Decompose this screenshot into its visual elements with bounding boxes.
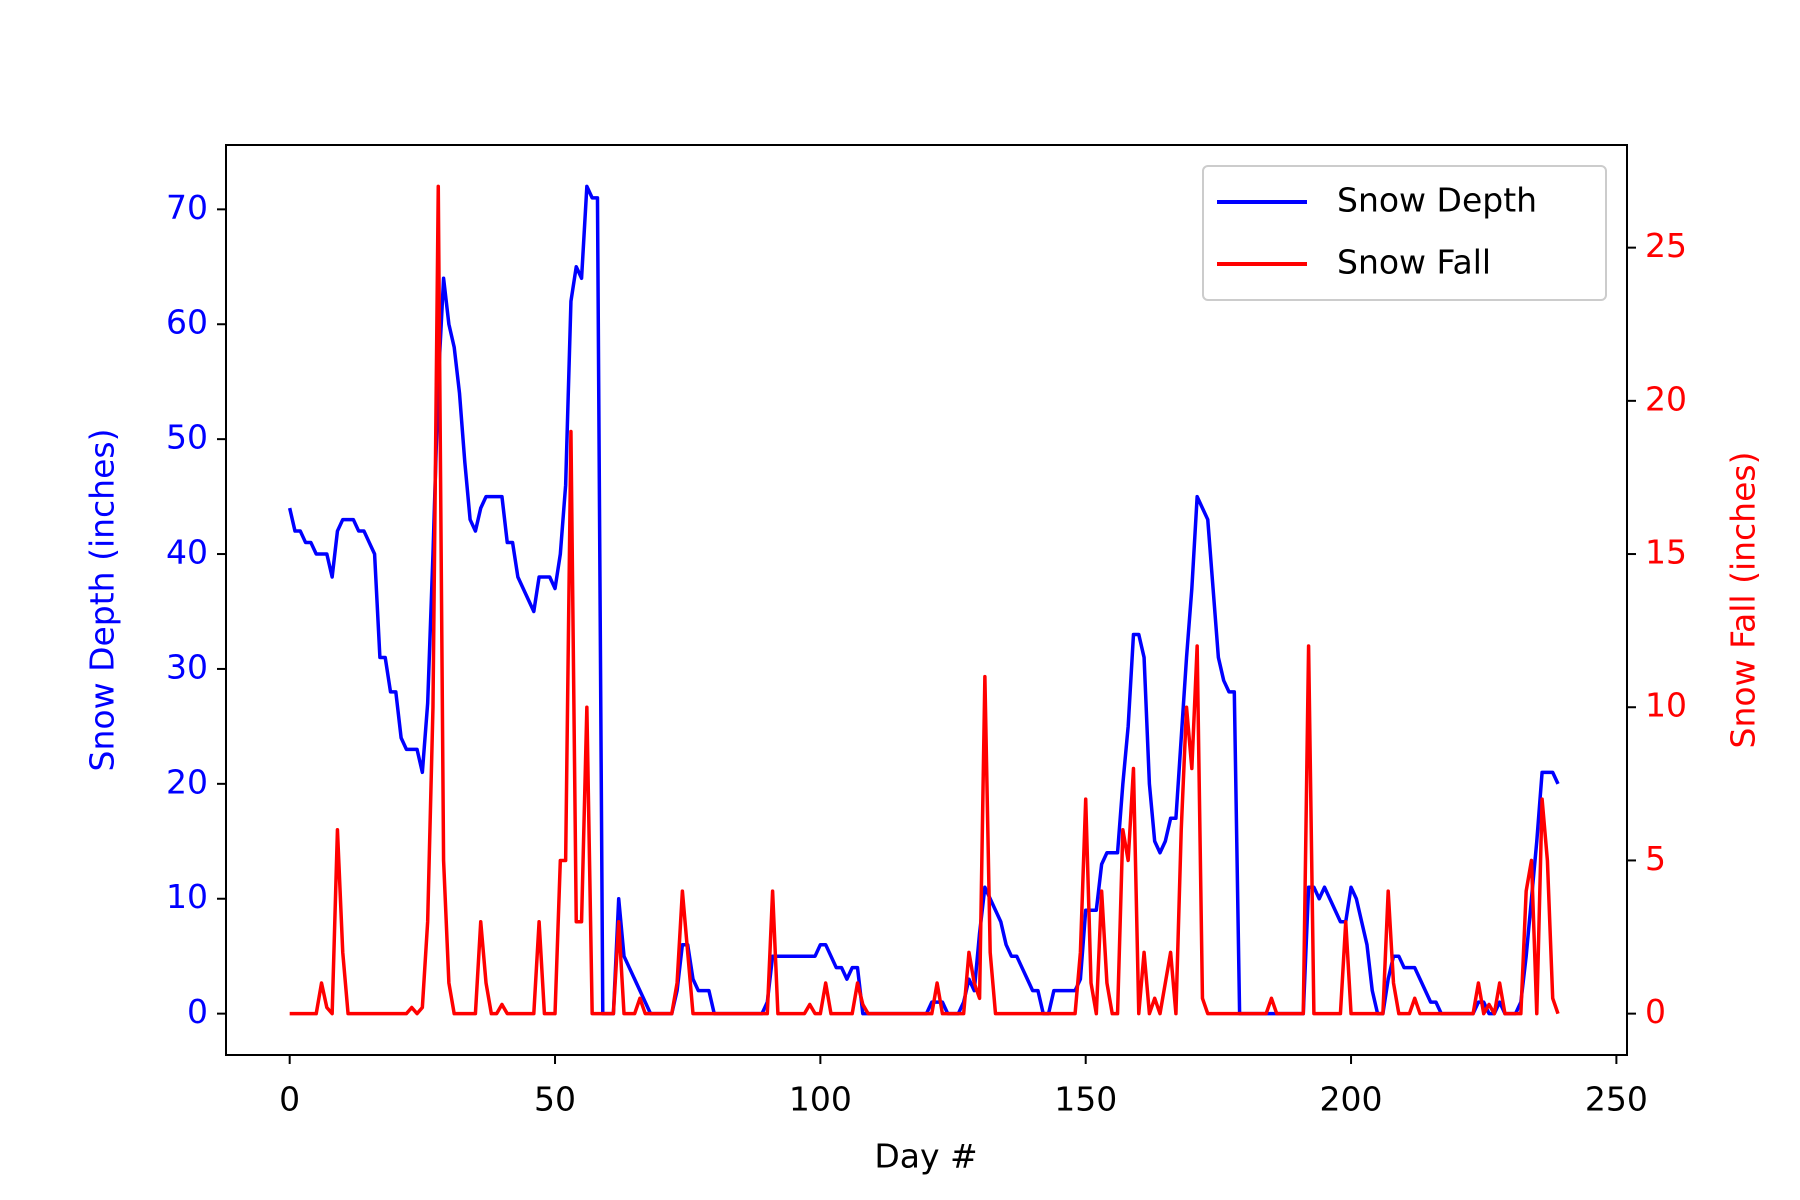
y-tick-label: 40 (166, 533, 208, 572)
y2-axis-label: Snow Fall (inches) (1724, 452, 1763, 749)
y2-tick-label: 20 (1645, 379, 1687, 418)
y-axis-label: Snow Depth (inches) (83, 429, 122, 772)
x-tick-label: 250 (1585, 1080, 1648, 1119)
x-tick-label: 50 (534, 1080, 576, 1119)
legend-label: Snow Fall (1337, 243, 1491, 282)
y-tick-label: 0 (187, 992, 208, 1031)
y-tick-label: 50 (166, 418, 208, 457)
plot-frame (225, 144, 1628, 1056)
y2-tick-label: 25 (1645, 226, 1687, 265)
x-tick-label: 0 (279, 1080, 300, 1119)
x-axis-label: Day # (874, 1137, 977, 1176)
y-tick-label: 30 (166, 647, 208, 686)
legend-label: Snow Depth (1337, 181, 1537, 220)
y2-tick-label: 5 (1645, 839, 1666, 878)
y-tick-label: 70 (166, 188, 208, 227)
line-series (289, 184, 1560, 1016)
y-tick-label: 20 (166, 762, 208, 801)
y2-tick-label: 0 (1645, 992, 1666, 1031)
x-tick-label: 200 (1320, 1080, 1383, 1119)
y2-tick-label: 15 (1645, 533, 1687, 572)
x-tick-label: 100 (789, 1080, 852, 1119)
y-tick-label: 60 (166, 303, 208, 342)
legend-box (1202, 165, 1607, 301)
x-tick-label: 150 (1054, 1080, 1117, 1119)
y2-tick-label: 10 (1645, 686, 1687, 725)
y-tick-label: 10 (166, 877, 208, 916)
